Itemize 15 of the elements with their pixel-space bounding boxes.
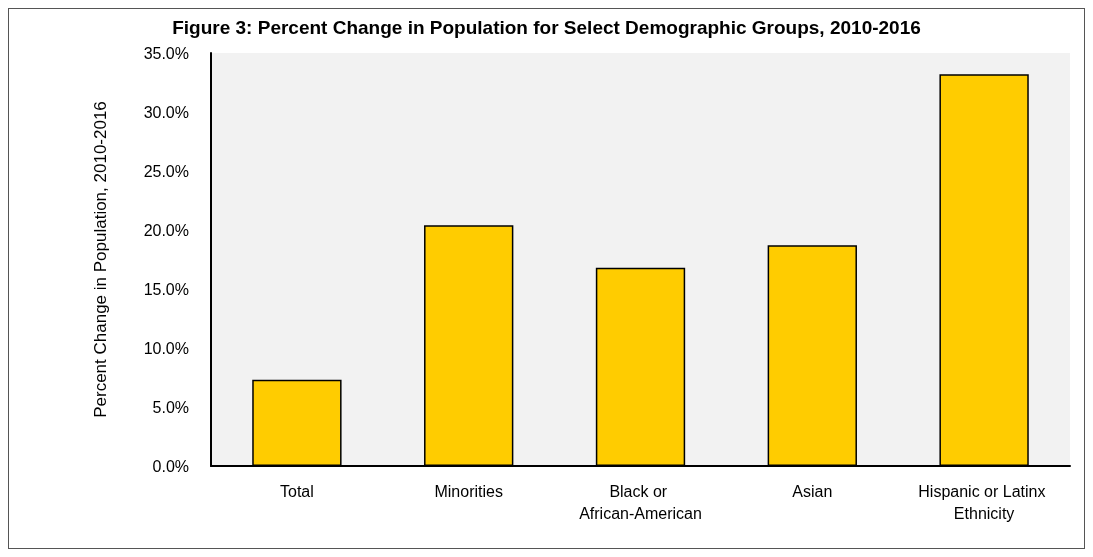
x-tick-label: Asian (792, 482, 833, 500)
x-tick-label: Black or African-American (579, 482, 702, 522)
y-tick-label: 35.0% (143, 44, 189, 62)
y-tick-label: 15.0% (143, 280, 189, 298)
y-tick-label: 20.0% (143, 221, 189, 239)
y-tick-label: 0.0% (152, 457, 189, 475)
y-tick-label: 5.0% (152, 398, 189, 416)
x-tick-label: Minorities (434, 482, 503, 500)
x-tick-label: Total (280, 482, 314, 500)
x-tick-label: Hispanic or Latinx Ethnicity (918, 482, 1050, 522)
chart-title: Figure 3: Percent Change in Population for Select Demographic Groups, 2010-2016 (172, 17, 921, 38)
y-tick-label: 10.0% (143, 339, 189, 357)
y-axis-title: Percent Change in Population, 2010-2016 (90, 101, 110, 418)
y-tick-label: 30.0% (143, 103, 189, 121)
y-tick-label: 25.0% (143, 162, 189, 180)
